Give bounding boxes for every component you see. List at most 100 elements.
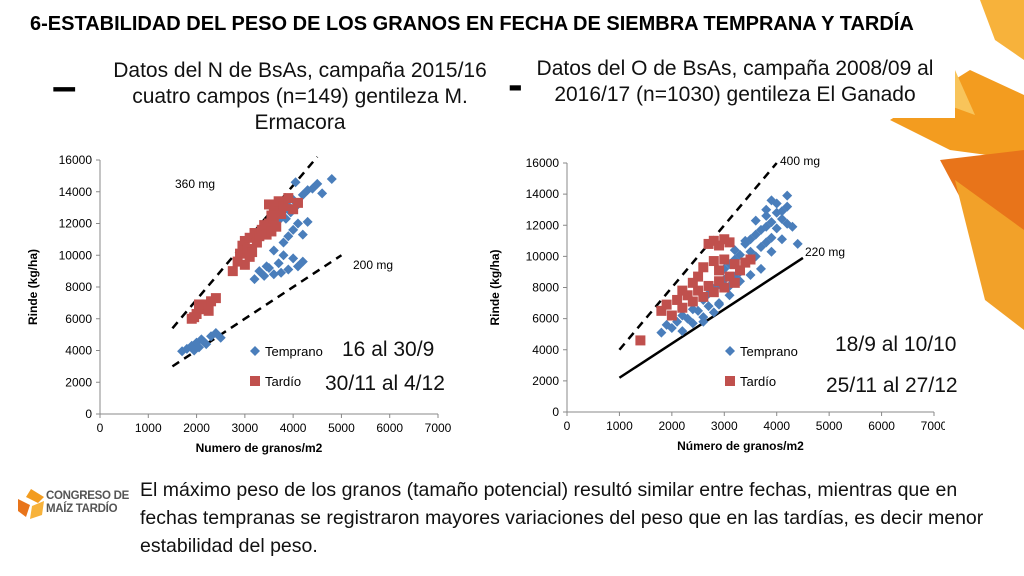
right-chart-point-temprano (656, 327, 667, 338)
left-chart-point-temprano (283, 264, 294, 275)
left-date-early: 16 al 30/9 (342, 338, 435, 361)
left-date-late: 30/11 al 4/12 (325, 372, 445, 395)
right-date-late: 25/11 al 27/12 (826, 374, 958, 397)
right-chart-point-temprano (729, 245, 740, 256)
left-chart-point-tardio (235, 248, 246, 259)
right-chart-point-temprano (792, 238, 803, 249)
left-chart-legend-label-temprano: Temprano (265, 344, 323, 359)
right-chart-point-temprano (776, 206, 787, 217)
right-chart-point-tardio (635, 335, 646, 346)
left-chart-point-temprano (283, 231, 294, 242)
left-chart-x-axis-label: Numero de granos/m2 (196, 441, 323, 455)
orange-shape-1 (980, 0, 1024, 60)
right-chart-point-temprano (766, 195, 777, 206)
right-chart-point-temprano (771, 198, 782, 209)
right-chart-point-temprano (761, 210, 772, 221)
right-chart-y-tick-label: 8000 (532, 281, 559, 295)
right-chart-point-tardio (719, 234, 730, 245)
right-chart-point-temprano (740, 235, 751, 246)
right-chart-x-axis-label: Número de granos/m2 (677, 439, 804, 453)
left-chart-point-temprano (312, 178, 323, 189)
right-chart-point-tardio (740, 257, 751, 268)
left-chart-point-temprano (292, 261, 303, 272)
left-chart-point-temprano (259, 270, 270, 281)
left-chart-point-tardio (239, 259, 250, 270)
orange-shape-2 (890, 70, 1024, 160)
right-chart-point-tardio (677, 285, 688, 296)
right-chart-point-temprano (761, 204, 772, 215)
left-chart-point-temprano (288, 224, 299, 235)
left-chart-x-tick-label: 7000 (425, 421, 452, 435)
left-chart-point-temprano (297, 229, 308, 240)
right-chart-point-temprano (687, 318, 698, 329)
left-chart-y-tick-label: 10000 (59, 248, 93, 262)
right-chart-point-temprano (782, 190, 793, 201)
right-chart-legend-marker-tardio (725, 376, 735, 386)
left-chart-point-tardio (268, 202, 279, 213)
page-title: 6-ESTABILIDAD DEL PESO DE LOS GRANOS EN … (30, 13, 914, 35)
left-chart-point-tardio (227, 266, 238, 277)
right-chart-x-tick-label: 7000 (921, 419, 945, 433)
left-chart-point-temprano (215, 332, 226, 343)
right-chart-point-temprano (750, 229, 761, 240)
right-chart-point-tardio (687, 277, 698, 288)
right-chart-point-tardio (682, 290, 693, 301)
right-chart-x-tick-label: 0 (564, 419, 571, 433)
right-date-early: 18/9 al 10/10 (835, 333, 957, 356)
right-chart-point-tardio (677, 302, 688, 313)
right-chart-point-tardio (724, 237, 735, 248)
right-chart-point-tardio (698, 262, 709, 273)
right-chart-point-tardio (719, 282, 730, 293)
left-chart-point-temprano (261, 261, 272, 272)
right-chart-legend-marker-temprano (725, 346, 735, 356)
right-scatter-chart: 0 2000 4000 6000 8000 10000 12000 14000 16000 0 10… (488, 154, 945, 453)
left-chart-x-tick-label: 6000 (376, 421, 403, 435)
right-chart-x-tick-label: 1000 (606, 419, 633, 433)
left-chart-point-tardio (189, 312, 200, 323)
left-chart-point-tardio (271, 221, 282, 232)
right-chart-point-tardio (708, 235, 719, 246)
right-chart-point-temprano (771, 223, 782, 234)
left-chart-reference-label: 360 mg (175, 177, 215, 191)
right-chart-point-temprano (703, 301, 714, 312)
right-chart-y-tick-label: 0 (552, 405, 559, 419)
right-chart-y-tick-label: 10000 (526, 249, 560, 263)
right-chart-point-temprano (755, 263, 766, 274)
right-chart-y-tick-label: 2000 (532, 374, 559, 388)
right-chart-reference-line-220-mg (618, 256, 804, 379)
right-chart-point-tardio (703, 280, 714, 291)
left-chart-point-temprano (326, 174, 337, 185)
right-chart-point-temprano (766, 217, 777, 228)
left-chart-x-tick-label: 5000 (328, 421, 355, 435)
right-chart-y-tick-label: 16000 (526, 156, 560, 170)
right-chart-point-tardio (661, 299, 672, 310)
left-chart-x-tick-label: 2000 (183, 421, 210, 435)
right-chart-point-temprano (787, 221, 798, 232)
right-chart-point-tardio (693, 271, 704, 282)
logo-line-2: MAÍZ TARDÍO (46, 503, 118, 515)
right-chart-reference-line-400-mg (618, 162, 778, 351)
left-chart-legend-marker-temprano (250, 346, 260, 356)
left-chart-y-tick-label: 6000 (65, 312, 92, 326)
right-chart-point-temprano (666, 322, 677, 333)
left-chart-point-tardio (288, 204, 299, 215)
left-chart-point-tardio (266, 210, 277, 221)
right-chart-point-temprano (745, 270, 756, 281)
right-chart-point-temprano (714, 299, 725, 310)
right-chart-x-tick-label: 2000 (659, 419, 686, 433)
right-chart-y-tick-label: 6000 (532, 312, 559, 326)
right-chart-point-temprano (698, 316, 709, 327)
right-chart-point-tardio (714, 265, 725, 276)
right-chart-x-tick-label: 6000 (868, 419, 895, 433)
left-chart-point-tardio (278, 201, 289, 212)
left-dash-marker: – (52, 62, 77, 111)
right-chart-point-tardio (708, 256, 719, 267)
left-chart-point-temprano (290, 177, 301, 188)
right-chart-x-tick-label: 5000 (816, 419, 843, 433)
right-chart-point-temprano (724, 290, 735, 301)
left-chart-y-tick-label: 0 (85, 407, 92, 421)
left-chart-y-tick-label: 4000 (65, 344, 92, 358)
left-chart-point-temprano (189, 345, 200, 356)
right-chart-point-tardio (687, 296, 698, 307)
right-chart-point-temprano (687, 304, 698, 315)
